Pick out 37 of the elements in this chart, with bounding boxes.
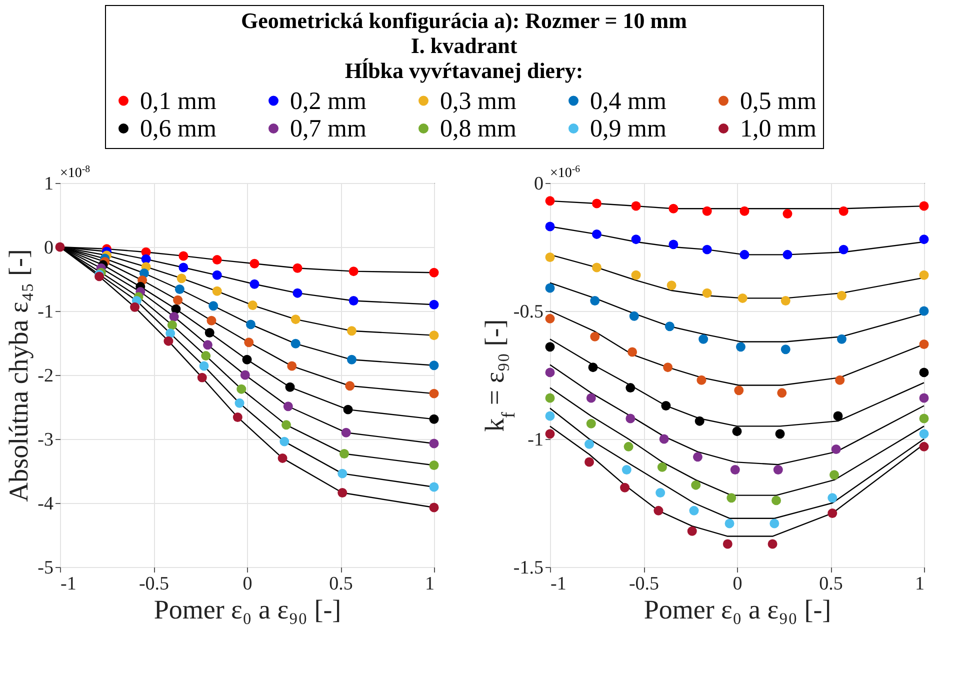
legend-label: 0,5 mm — [740, 88, 817, 115]
x-tick-label: -1 — [60, 574, 76, 594]
x-tick-label: 0 — [732, 574, 742, 594]
legend-label: 0,6 mm — [140, 116, 217, 142]
x-tick-label: 1 — [915, 574, 924, 594]
y-tick-label: -1.5 — [513, 558, 544, 578]
y-tick-label: 0 — [44, 238, 54, 258]
legend-label: 0,4 mm — [590, 88, 667, 115]
legend-label: 0,9 mm — [590, 116, 667, 142]
legend-label: 0,8 mm — [440, 116, 517, 142]
y-tick-label: -2 — [38, 366, 54, 386]
text: ×10$^{-8}$ — [60, 164, 90, 181]
legend-label: 0,2 mm — [290, 88, 367, 115]
x-tick-label: 0 — [242, 574, 252, 594]
x-tick-label: 0.5 — [329, 574, 353, 594]
y-tick-label: 1 — [44, 174, 54, 194]
legend-title: Geometrická konfigurácia a): Rozmer = 10 mm I. kvadrant Hĺbka vyvŕtavanej diery: — [241, 8, 687, 83]
x-axis-title: Pomer ε₀ a ε₉₀ [-] — [154, 594, 342, 624]
x-tick-label: -0.5 — [628, 574, 660, 594]
text: ×10$^{-6}$ — [550, 164, 580, 181]
y-tick-label: -0.5 — [513, 302, 544, 322]
y-tick-label: -3 — [38, 430, 54, 450]
legend-label: 0,3 mm — [440, 88, 517, 115]
legend-label: 0,7 mm — [290, 116, 367, 142]
x-tick-label: 1 — [425, 574, 434, 594]
y-tick-label: -4 — [38, 494, 54, 514]
y-tick-label: -1 — [38, 302, 54, 322]
y-axis-title: Absolútna chyba ε₄₅ [-] — [4, 249, 34, 502]
y-tick-label: 0 — [534, 174, 544, 194]
legend-label: 1,0 mm — [740, 116, 817, 142]
x-tick-label: -0.5 — [138, 574, 170, 594]
y-tick-label: -1 — [528, 430, 544, 450]
x-tick-label: -1 — [550, 574, 566, 594]
x-axis-title: Pomer ε₀ a ε₉₀ [-] — [644, 594, 832, 624]
x-tick-label: 0.5 — [819, 574, 843, 594]
y-tick-label: -5 — [38, 558, 54, 578]
legend-label: 0,1 mm — [140, 88, 217, 115]
